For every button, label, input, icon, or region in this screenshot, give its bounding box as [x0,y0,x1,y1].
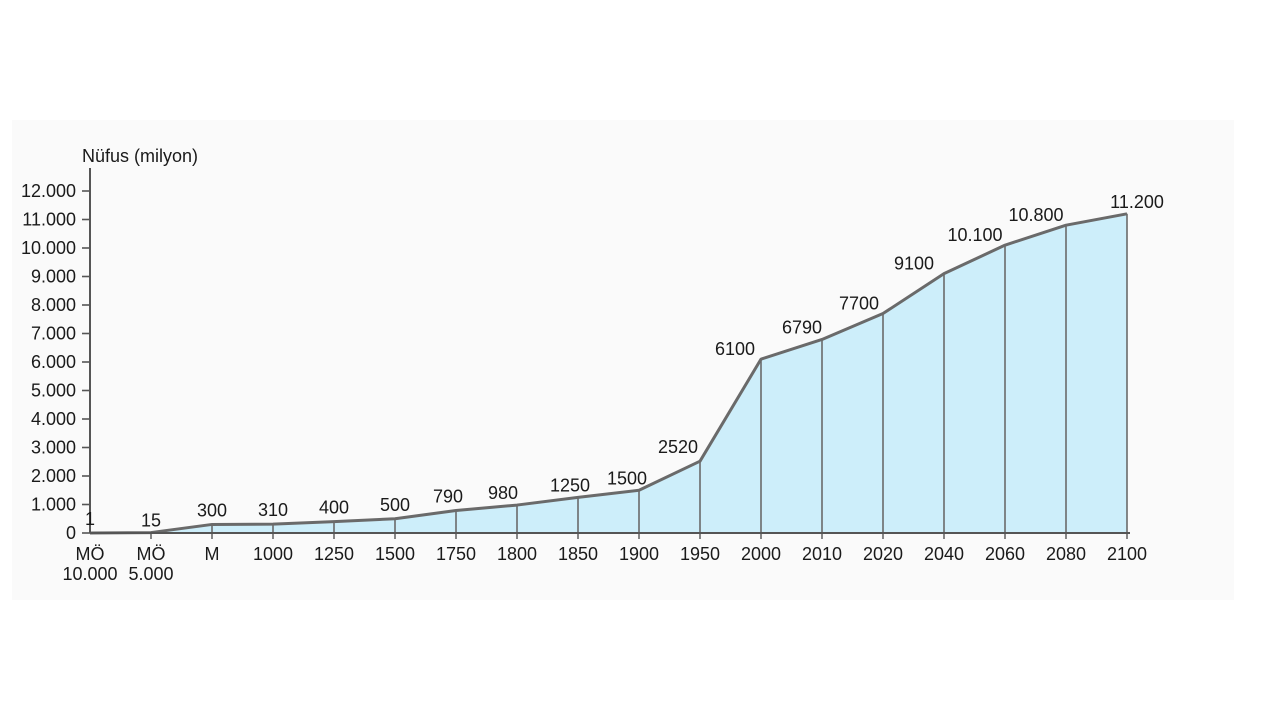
y-tick-label: 6.000 [31,352,76,372]
data-label: 6100 [715,339,755,359]
data-label: 300 [197,500,227,520]
data-label: 1 [85,509,95,529]
x-tick-label: M [205,544,220,564]
axes: 0 1.000 2.000 3.000 4.000 5.000 6.000 7.000 8.00… [21,168,1147,584]
x-tick-label: 1000 [253,544,293,564]
x-tick-label: 1800 [497,544,537,564]
x-tick-label: 2040 [924,544,964,564]
x-tick-label: 2020 [863,544,903,564]
area-fill [90,213,1127,534]
y-tick-label: 5.000 [31,381,76,401]
data-label: 10.100 [947,225,1002,245]
y-tick-label: 1.000 [31,495,76,515]
data-label: 11.200 [1110,192,1164,212]
y-tick-label: 0 [66,523,76,543]
x-tick-label: 1500 [375,544,415,564]
y-axis-title: Nüfus (milyon) [82,146,198,166]
x-tick-label: 1950 [680,544,720,564]
y-tick-label: 3.000 [31,438,76,458]
data-label: 790 [433,486,463,506]
data-label: 1500 [607,468,647,488]
y-tick-label: 12.000 [21,181,76,201]
series-line-layer [89,212,1128,535]
data-label: 7700 [839,294,879,314]
x-tick-label: MÖ [137,544,166,564]
data-label: 10.800 [1008,205,1063,225]
y-tick-label: 8.000 [31,295,76,315]
x-tick-label: 2100 [1107,544,1147,564]
area-layer [90,213,1127,534]
data-label: 9100 [894,254,934,274]
x-tick-label: 2000 [741,544,781,564]
x-tick-label: 10.000 [62,564,117,584]
y-tick-label: 11.000 [22,210,76,230]
data-label: 15 [141,511,161,531]
y-tick-label: 9.000 [31,267,76,287]
x-tick-label: 1750 [436,544,476,564]
y-tick-label: 2.000 [31,466,76,486]
x-tick-label: 1250 [314,544,354,564]
x-tick-label: 2010 [802,544,842,564]
x-tick-label: 2080 [1046,544,1086,564]
data-label: 6790 [782,317,822,337]
x-tick-label: 2060 [985,544,1025,564]
x-tick-label: MÖ [76,544,105,564]
drop-lines [150,213,1128,533]
y-tick-label: 4.000 [31,409,76,429]
data-label: 310 [258,500,288,520]
series-line [89,212,1128,535]
y-tick-label: 10.000 [21,238,76,258]
x-tick-label: 1900 [619,544,659,564]
data-label: 500 [380,495,410,515]
data-label: 980 [488,483,518,503]
data-labels: 1 15 300 310 400 500 790 980 1250 1500 2520 6100 679… [85,192,1164,531]
data-label: 400 [319,498,349,518]
x-tick-label: 5.000 [128,564,173,584]
y-tick-label: 7.000 [31,324,76,344]
data-label: 1250 [550,475,590,495]
data-label: 2520 [658,437,698,457]
x-tick-label: 1850 [558,544,598,564]
